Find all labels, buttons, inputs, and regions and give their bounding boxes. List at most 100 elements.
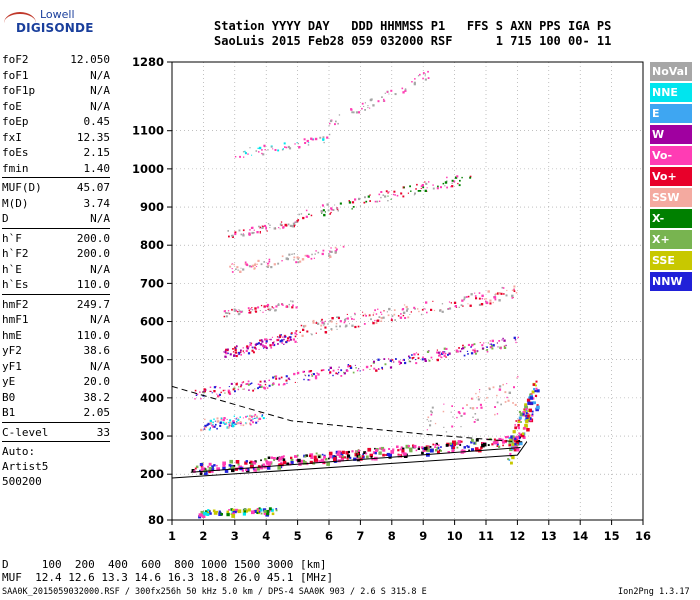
echo-point (441, 303, 444, 305)
echo-point (253, 509, 257, 513)
echo-point (261, 414, 264, 416)
echo-point (235, 418, 237, 420)
echo-point (482, 348, 484, 350)
echo-point (234, 156, 237, 158)
echo-point (528, 417, 532, 420)
echo-point (413, 444, 417, 448)
echo-point (306, 463, 309, 466)
echo-point (513, 288, 515, 290)
param-row: C-level 33 (2, 425, 110, 441)
echo-point (204, 424, 207, 427)
echo-point (417, 447, 420, 450)
echo-point (271, 384, 274, 386)
echo-point (358, 197, 361, 201)
echo-point (324, 211, 326, 213)
echo-point (307, 379, 309, 381)
echo-point (354, 313, 356, 316)
echo-point (517, 376, 519, 378)
echo-point (394, 194, 396, 196)
param-row: foF1p N/A (2, 83, 110, 99)
param-key: B1 (2, 406, 16, 419)
echo-point (266, 461, 269, 464)
echo-point (455, 351, 457, 353)
echo-point (509, 438, 512, 441)
echo-point (274, 309, 277, 312)
echo-point (353, 457, 357, 461)
echo-point (249, 423, 252, 426)
echo-point (514, 426, 518, 430)
echo-point (323, 213, 326, 217)
param-value: 20.0 (83, 375, 111, 388)
echo-point (250, 227, 253, 229)
echo-point (359, 205, 361, 207)
echo-point (288, 253, 291, 256)
echo-point (246, 347, 249, 350)
echo-point (388, 453, 392, 458)
echo-point (428, 420, 430, 422)
echo-point (330, 211, 332, 214)
echo-point (244, 461, 248, 465)
echo-point (355, 111, 359, 114)
echo-point (384, 195, 387, 198)
echo-point (358, 368, 360, 370)
echo-point (489, 299, 492, 302)
echo-point (514, 437, 517, 441)
echo-point (254, 307, 257, 310)
echo-point (294, 221, 296, 223)
echo-point (446, 176, 448, 179)
echo-point (436, 358, 439, 362)
echo-point (224, 389, 226, 391)
plot-frame (171, 61, 644, 521)
echo-point (339, 202, 342, 205)
echo-point (336, 452, 340, 456)
echo-point (514, 445, 518, 449)
echo-point (283, 383, 286, 386)
echo-point (430, 356, 433, 359)
echo-point (244, 261, 247, 264)
echo-point (218, 512, 222, 516)
echo-point (252, 265, 254, 268)
echo-point (266, 303, 270, 307)
echo-point (379, 447, 382, 450)
echo-point (476, 351, 478, 353)
echo-point (442, 182, 445, 185)
echo-point (373, 367, 376, 370)
echo-point (504, 436, 508, 439)
echo-point (231, 466, 234, 470)
echo-point (227, 349, 229, 352)
echo-point (257, 259, 260, 262)
echo-point (335, 450, 339, 455)
echo-point (390, 450, 395, 454)
echo-point (234, 423, 236, 426)
echo-point (332, 209, 335, 211)
echo-point (311, 253, 313, 256)
echo-point (377, 308, 379, 310)
echo-point (391, 315, 394, 317)
echo-point (328, 451, 333, 456)
echo-point (256, 508, 259, 510)
echo-point (275, 305, 278, 308)
echo-point (454, 176, 458, 179)
echo-point (318, 455, 321, 458)
echo-point (362, 314, 365, 317)
echo-point (286, 382, 288, 384)
echo-point (204, 418, 206, 421)
echo-point (268, 262, 270, 264)
echo-point (232, 508, 235, 512)
echo-point (329, 255, 332, 258)
echo-point (531, 413, 534, 416)
echo-point (460, 426, 462, 428)
echo-point (297, 142, 299, 145)
echo-point (266, 262, 269, 265)
echo-point (297, 261, 300, 264)
echo-point (513, 285, 516, 288)
echo-point (500, 346, 502, 349)
echo-point (234, 508, 239, 513)
param-key: foE (2, 99, 22, 113)
echo-point (413, 81, 416, 84)
echo-point (345, 318, 347, 320)
echo-point (311, 138, 314, 141)
echo-point (512, 402, 514, 404)
echo-point (215, 423, 217, 426)
echo-point (517, 336, 519, 339)
